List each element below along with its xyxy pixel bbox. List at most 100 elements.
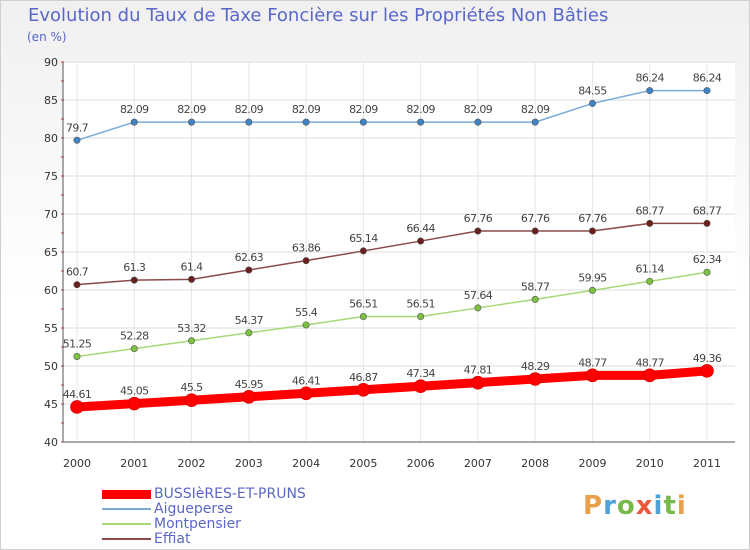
data-label-aigueperse: 82.09 [349,103,378,116]
y-tick-label: 40 [44,436,58,449]
data-point-montpensier [245,329,253,337]
data-point-effiat [73,281,81,289]
data-point-effiat [703,219,711,227]
data-point-aigueperse [130,118,138,126]
data-point-montpensier [588,286,596,294]
data-point-effiat [646,219,654,227]
y-tick-label: 75 [44,170,58,183]
data-point-montpensier [417,313,425,321]
data-point-montpensier [474,304,482,312]
x-tick-label: 2001 [120,457,148,470]
x-tick-label: 2002 [178,457,206,470]
data-point-bussi-res-et-pruns [242,389,256,404]
data-point-effiat [302,257,310,265]
y-tick-label: 90 [44,56,58,69]
legend-swatch-aigueperse [102,508,151,510]
data-point-montpensier [188,337,196,345]
data-label-aigueperse: 82.09 [120,103,149,116]
logo-letter: i [653,491,664,521]
data-point-aigueperse [245,118,253,126]
data-label-bussi-res-et-pruns: 46.87 [349,371,378,384]
data-label-bussi-res-et-pruns: 45.05 [120,385,149,398]
data-label-aigueperse: 82.09 [406,103,435,116]
legend-label-bussi-res-et-pruns: BUSSIèRES-ET-PRUNS [154,486,306,502]
unit-label: (en %) [27,30,67,44]
data-point-aigueperse [188,118,196,126]
data-point-bussi-res-et-pruns [356,382,371,397]
data-point-bussi-res-et-pruns [585,368,600,383]
data-point-effiat [474,227,482,235]
data-point-aigueperse [703,87,711,95]
x-tick-label: 2011 [693,457,721,470]
data-label-effiat: 62.63 [235,251,264,264]
data-point-aigueperse [646,87,654,95]
data-label-effiat: 67.76 [521,212,550,225]
data-label-aigueperse: 86.24 [693,72,722,85]
data-point-effiat [245,266,253,274]
data-label-montpensier: 52.28 [120,330,149,343]
y-tick-label: 80 [44,132,58,145]
data-point-montpensier [130,345,138,353]
data-label-effiat: 61.4 [180,260,203,273]
data-label-aigueperse: 82.09 [464,103,493,116]
data-label-bussi-res-et-pruns: 45.5 [180,381,203,394]
data-label-bussi-res-et-pruns: 47.81 [464,364,493,377]
data-point-effiat [359,247,367,255]
y-tick-label: 55 [44,322,58,335]
data-point-montpensier [531,295,539,303]
data-label-montpensier: 56.51 [406,298,435,311]
data-label-montpensier: 57.64 [464,289,493,302]
data-point-aigueperse [73,136,81,144]
x-tick-label: 2010 [636,457,664,470]
data-label-aigueperse: 82.09 [292,103,321,116]
data-point-montpensier [646,277,654,285]
data-label-effiat: 68.77 [693,204,722,217]
data-label-effiat: 61.3 [123,261,146,274]
y-tick-label: 50 [44,360,58,373]
data-point-effiat [588,227,596,235]
data-label-effiat: 67.76 [464,212,493,225]
data-point-aigueperse [588,99,596,107]
data-label-aigueperse: 79.7 [66,121,89,134]
data-label-effiat: 68.77 [635,204,664,217]
x-tick-label: 2000 [63,457,91,470]
data-label-montpensier: 62.34 [693,253,722,266]
y-tick-label: 45 [44,398,58,411]
data-label-effiat: 63.86 [292,242,321,255]
data-label-bussi-res-et-pruns: 48.77 [635,356,664,369]
y-tick-label: 60 [44,284,58,297]
series-line-montpensier [76,271,708,358]
data-label-bussi-res-et-pruns: 48.29 [521,360,550,373]
x-tick-label: 2003 [235,457,263,470]
data-label-montpensier: 56.51 [349,298,378,311]
logo-letter: P [583,491,604,521]
data-label-montpensier: 61.14 [635,262,664,275]
data-label-effiat: 66.44 [406,222,435,235]
legend-label-aigueperse: Aigueperse [154,501,234,517]
logo-letter: i [676,491,687,521]
legend-label-montpensier: Montpensier [154,516,241,532]
data-point-bussi-res-et-pruns [413,379,428,394]
data-label-effiat: 67.76 [578,212,607,225]
data-point-bussi-res-et-pruns [70,400,84,414]
series-line-aigueperse [76,89,708,142]
data-label-bussi-res-et-pruns: 47.34 [406,367,435,380]
data-label-montpensier: 59.95 [578,271,607,284]
logo-letter: t [663,491,677,521]
data-point-effiat [417,237,425,245]
chart-title: Evolution du Taux de Taxe Foncière sur l… [28,5,609,26]
data-label-bussi-res-et-pruns: 48.77 [578,356,607,369]
legend-swatch-bussi-res-et-pruns [102,489,151,499]
data-label-montpensier: 54.37 [235,314,264,327]
data-point-bussi-res-et-pruns [299,386,313,401]
x-tick-label: 2008 [521,457,549,470]
data-point-aigueperse [359,118,367,126]
legend-swatch-effiat [102,538,151,540]
series-line-bussi-res-et-pruns [72,366,712,412]
data-label-montpensier: 51.25 [63,338,92,351]
data-point-aigueperse [302,118,310,126]
x-tick-label: 2005 [349,457,377,470]
data-point-aigueperse [531,118,539,126]
